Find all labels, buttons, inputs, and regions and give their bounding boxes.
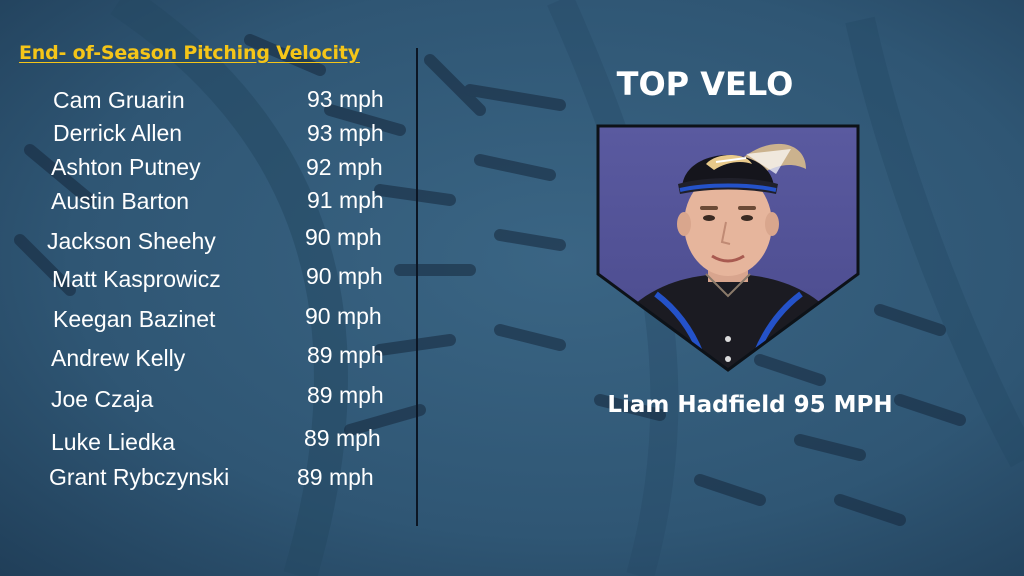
column-divider <box>416 48 418 526</box>
chart-title: End- of-Season Pitching Velocity <box>19 42 360 64</box>
player-name: Luke Liedka <box>51 429 176 455</box>
player-name: Cam Gruarin <box>53 87 185 113</box>
player-velocity: 89 mph <box>304 425 381 451</box>
player-headshot <box>596 124 860 372</box>
feature-caption: Liam Hadfield 95 MPH <box>607 392 893 418</box>
player-name: Grant Rybczynski <box>49 464 230 490</box>
player-velocity: 89 mph <box>297 464 374 490</box>
feature-heading: TOP VELO <box>616 65 794 103</box>
player-velocity: 92 mph <box>306 154 383 180</box>
player-velocity: 91 mph <box>307 187 384 213</box>
player-name: Keegan Bazinet <box>53 306 216 332</box>
player-name: Joe Czaja <box>51 386 154 412</box>
player-name: Matt Kasprowicz <box>52 266 221 292</box>
player-velocity: 89 mph <box>307 342 384 368</box>
player-velocity: 90 mph <box>306 263 383 289</box>
player-velocity: 93 mph <box>307 86 384 112</box>
player-name: Andrew Kelly <box>51 345 186 371</box>
player-velocity: 89 mph <box>307 382 384 408</box>
player-name: Ashton Putney <box>51 154 201 180</box>
player-velocity: 90 mph <box>305 224 382 250</box>
player-name: Jackson Sheehy <box>47 228 216 254</box>
player-name: Derrick Allen <box>53 120 183 146</box>
player-velocity: 93 mph <box>307 120 384 146</box>
player-velocity: 90 mph <box>305 303 382 329</box>
stitch-marks <box>14 34 966 526</box>
player-name: Austin Barton <box>51 188 190 214</box>
